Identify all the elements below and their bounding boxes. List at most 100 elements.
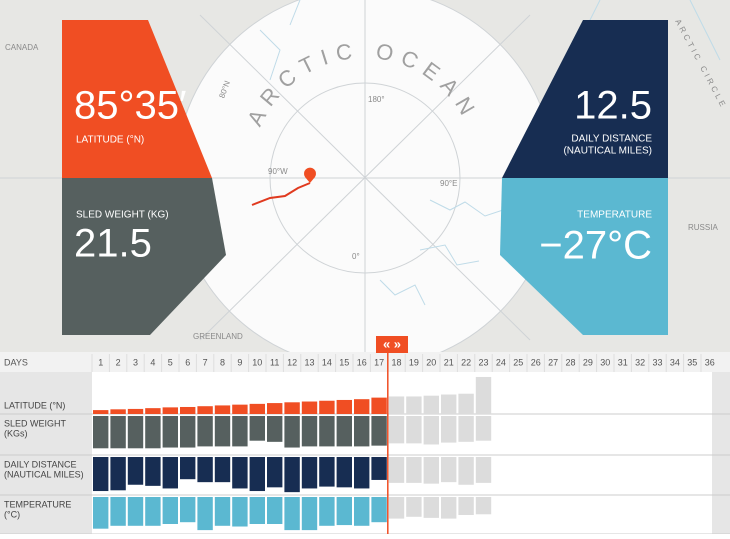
bar — [197, 497, 213, 531]
row-header-column — [0, 352, 92, 534]
bar — [162, 407, 178, 414]
bar — [93, 457, 109, 492]
bar — [127, 408, 144, 414]
panel-texts: 85°35′ LATITUDE (°N) SLED WEIGHT (KG) 21… — [74, 84, 652, 268]
panel-label: LATITUDE (°N) — [76, 135, 144, 146]
distance-panel[interactable] — [502, 20, 668, 178]
bar — [388, 396, 405, 414]
bar — [162, 497, 178, 524]
bar — [162, 416, 178, 448]
bar — [162, 457, 178, 489]
day-label: 22 — [461, 357, 471, 367]
day-label: 21 — [444, 357, 454, 367]
bar — [336, 497, 352, 526]
bar — [371, 397, 387, 414]
sled-weight-panel[interactable] — [62, 178, 226, 335]
bar — [197, 406, 213, 414]
bar — [423, 497, 439, 518]
day-label: 33 — [652, 357, 662, 367]
bar — [423, 395, 439, 414]
bar — [214, 405, 231, 414]
bar — [232, 416, 248, 447]
day-label: 5 — [168, 357, 173, 367]
bar — [475, 497, 492, 515]
bar — [319, 400, 335, 414]
day-label: 17 — [374, 357, 384, 367]
temperature-panel[interactable] — [500, 178, 668, 335]
row-label: LATITUDE (°N) — [4, 400, 65, 410]
bar — [441, 394, 457, 414]
latitude-panel[interactable] — [62, 20, 212, 178]
bar — [232, 497, 248, 527]
bar — [301, 401, 318, 414]
bar — [145, 416, 161, 449]
bar — [284, 402, 300, 414]
bar — [110, 409, 126, 414]
day-label: 8 — [220, 357, 225, 367]
days-label: DAYS — [4, 357, 28, 367]
bar — [93, 497, 109, 529]
panel-value: −27°C — [539, 224, 652, 268]
day-label: 26 — [531, 357, 541, 367]
bar — [406, 497, 422, 517]
day-label: 10 — [252, 357, 262, 367]
bar — [354, 497, 370, 526]
bar — [267, 416, 283, 442]
map-label: CANADA — [5, 43, 39, 52]
bar — [388, 457, 405, 483]
bar — [441, 416, 457, 443]
day-label: 2 — [116, 357, 121, 367]
day-label: 16 — [357, 357, 367, 367]
bar — [214, 416, 231, 447]
day-label: 32 — [635, 357, 645, 367]
day-label: 36 — [705, 357, 715, 367]
day-label: 31 — [618, 357, 628, 367]
bar — [371, 457, 387, 480]
bar — [354, 399, 370, 414]
bar — [180, 406, 196, 414]
bar — [354, 416, 370, 447]
bar — [197, 457, 213, 483]
scrub-button[interactable] — [376, 336, 408, 353]
day-label: 34 — [670, 357, 680, 367]
day-label: 15 — [339, 357, 349, 367]
bar — [441, 497, 457, 519]
bar — [475, 416, 492, 441]
day-label: 14 — [322, 357, 332, 367]
panel-value: 85°35′ — [74, 84, 186, 128]
bar — [301, 416, 318, 447]
day-label: 27 — [548, 357, 558, 367]
scrub-arrows[interactable]: « » — [383, 336, 401, 351]
panel-label: (NAUTICAL MILES) — [563, 146, 652, 157]
bar — [197, 416, 213, 447]
panel-value: 21.5 — [74, 222, 152, 266]
day-label: 19 — [409, 357, 419, 367]
map-label: 90°E — [440, 179, 457, 188]
map-label: RUSSIA — [688, 223, 718, 232]
day-label: 9 — [237, 357, 242, 367]
bar — [249, 497, 265, 524]
bar — [475, 457, 492, 483]
bar — [284, 416, 300, 448]
day-label: 4 — [150, 357, 155, 367]
bar — [423, 416, 439, 445]
bar — [93, 410, 109, 414]
day-label: 7 — [203, 357, 208, 367]
row-label: (NAUTICAL MILES) — [4, 469, 84, 479]
bar — [267, 497, 283, 524]
bar — [214, 457, 231, 483]
panel-value: 12.5 — [574, 84, 652, 128]
bar — [406, 396, 422, 414]
row-label: (KGs) — [4, 428, 28, 438]
bar — [284, 497, 300, 531]
day-label: 29 — [583, 357, 593, 367]
bar — [110, 497, 126, 526]
bar — [371, 497, 387, 523]
bar — [110, 457, 126, 491]
bar — [441, 457, 457, 483]
bar — [458, 497, 474, 515]
day-label: 24 — [496, 357, 506, 367]
bar — [249, 403, 265, 414]
day-label: 20 — [426, 357, 436, 367]
